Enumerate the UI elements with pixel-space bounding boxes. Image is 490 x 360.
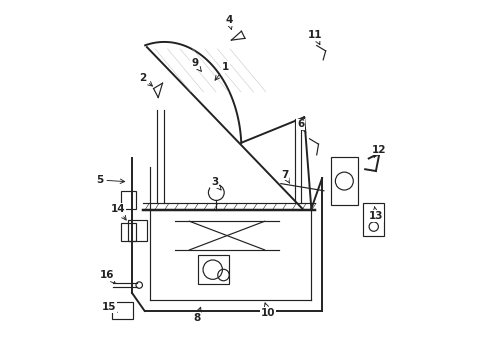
Text: 11: 11: [308, 30, 322, 45]
Text: 3: 3: [211, 177, 221, 190]
Text: 7: 7: [281, 170, 290, 183]
Text: 14: 14: [110, 204, 126, 220]
Bar: [122, 191, 136, 209]
Text: 12: 12: [372, 144, 387, 158]
Bar: [122, 223, 136, 241]
Text: 13: 13: [368, 207, 383, 221]
Text: 16: 16: [99, 270, 115, 283]
Text: 10: 10: [261, 303, 275, 318]
Text: 8: 8: [193, 307, 201, 323]
Text: 6: 6: [297, 120, 306, 132]
Bar: [331, 157, 358, 205]
Text: 5: 5: [96, 175, 124, 185]
Text: 1: 1: [215, 62, 229, 80]
Text: 2: 2: [139, 73, 152, 86]
Bar: [128, 220, 147, 241]
Bar: [112, 302, 133, 319]
Bar: [364, 203, 384, 235]
Text: 9: 9: [191, 58, 201, 71]
Text: 4: 4: [225, 15, 233, 30]
Text: 15: 15: [101, 302, 117, 312]
